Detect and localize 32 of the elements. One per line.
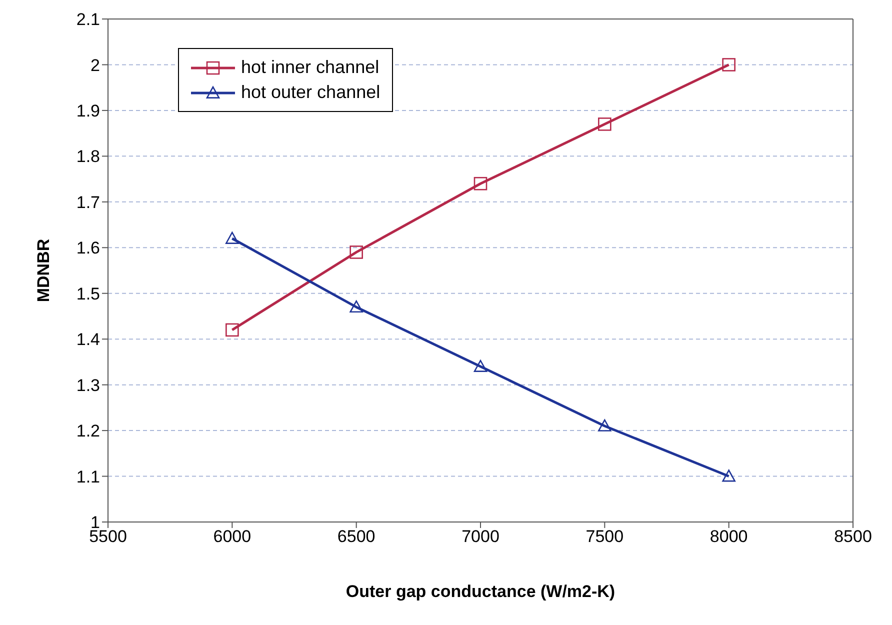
x-tick-label: 6000 (213, 527, 252, 546)
y-tick-label: 1.9 (76, 101, 100, 120)
x-tick-label: 6500 (337, 527, 376, 546)
legend-label: hot inner channel (241, 57, 380, 78)
point (226, 232, 239, 244)
y-tick-label: 1.2 (76, 422, 100, 441)
x-tick-label: 7000 (462, 527, 500, 546)
y-tick-label: 1.4 (76, 330, 100, 350)
point (598, 118, 612, 131)
legend-label: hot outer channel (241, 82, 380, 103)
point (722, 470, 736, 482)
point (722, 58, 736, 72)
x-tick-label: 8000 (710, 527, 748, 546)
y-tick-label: 1.7 (76, 192, 100, 212)
x-axis-title: Outer gap conductance (W/m2-K) (346, 582, 616, 601)
y-tick-label: 1.1 (76, 467, 100, 486)
point (226, 323, 239, 337)
y-tick-label: 1.8 (76, 147, 100, 166)
x-tick-label: 8500 (834, 527, 872, 546)
point (474, 360, 488, 372)
point (474, 176, 488, 190)
point (350, 300, 363, 313)
y-tick-label: 2 (90, 56, 100, 75)
point (598, 419, 612, 432)
y-tick-label: 1.5 (76, 284, 100, 304)
x-tick-label: 7500 (586, 527, 624, 546)
x-tick-label: 5500 (89, 527, 127, 546)
y-tick-label: 1.3 (76, 376, 100, 395)
y-tick-label: 2.1 (76, 10, 100, 30)
point (350, 246, 363, 259)
y-axis-title: MDNBR (34, 238, 54, 302)
y-tick-label: 1.6 (76, 238, 100, 258)
